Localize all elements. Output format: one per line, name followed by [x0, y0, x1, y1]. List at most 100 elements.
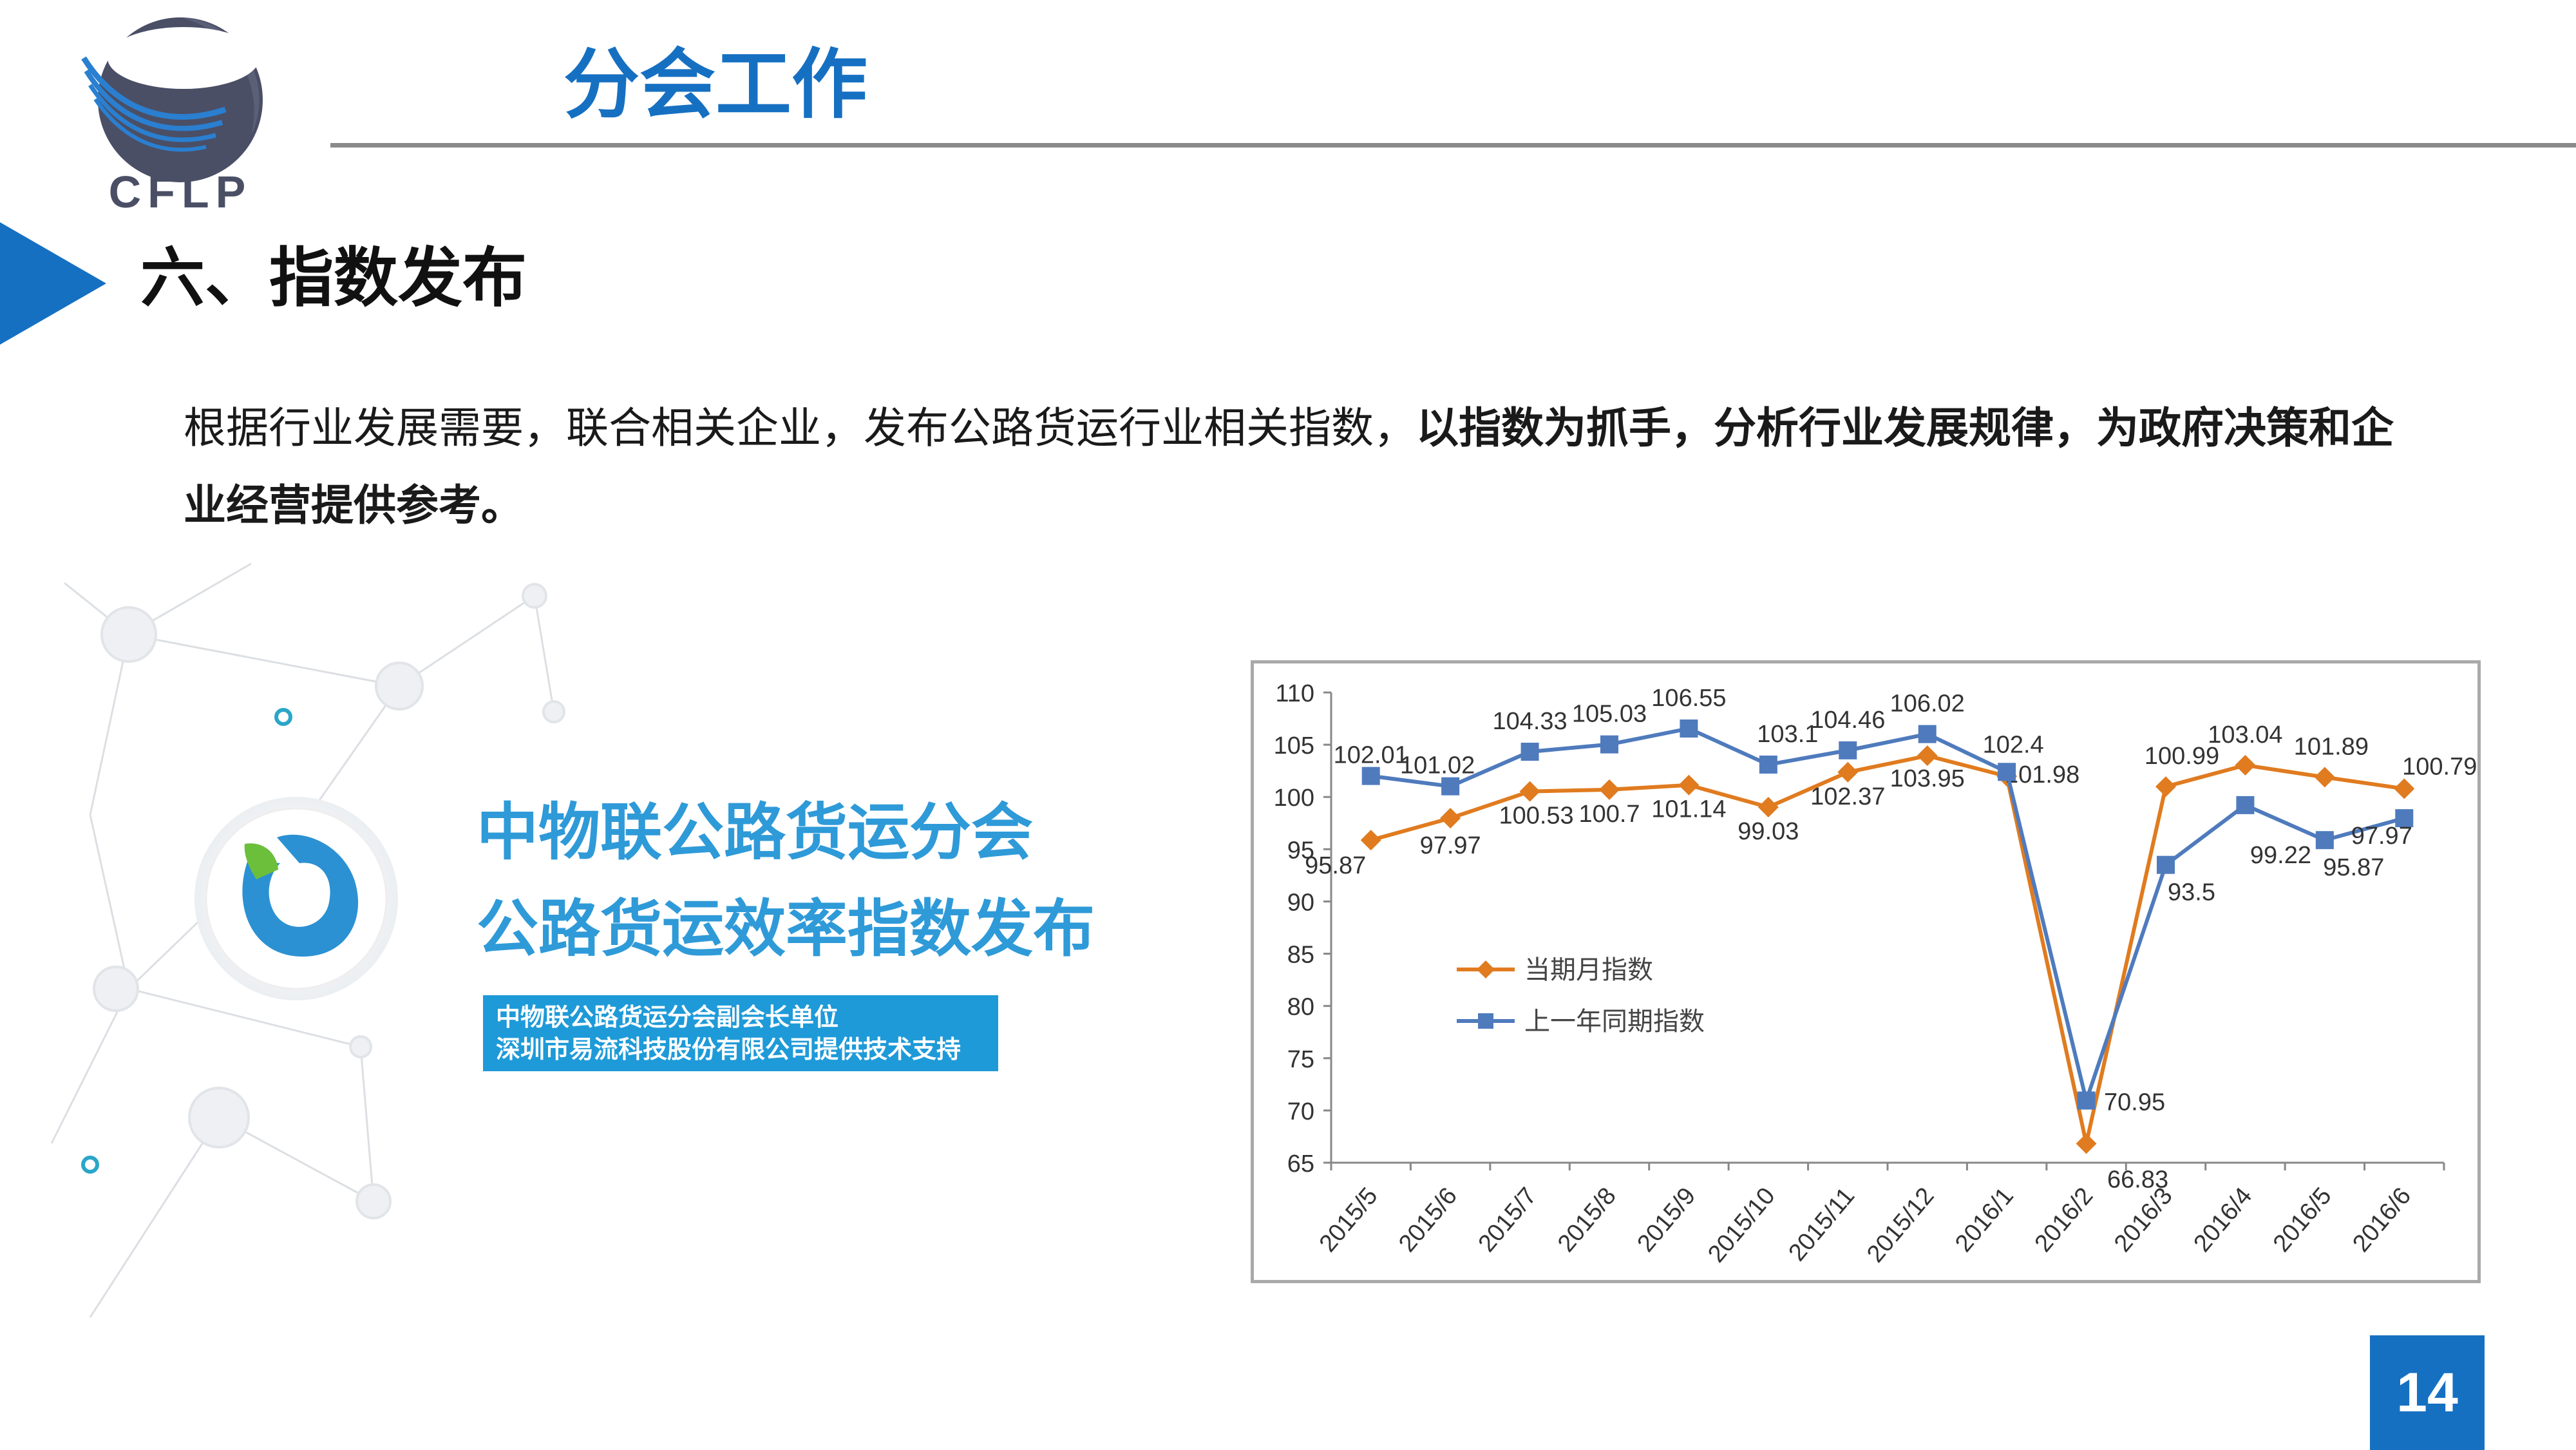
- x-tick-label: 2015/12: [1862, 1183, 1939, 1268]
- data-label: 102.01: [1334, 742, 1408, 769]
- data-label: 104.46: [1810, 707, 1885, 734]
- x-tick-label: 2015/11: [1784, 1183, 1861, 1266]
- legend-label: 上一年同期指数: [1524, 1007, 1705, 1036]
- x-tick-label: 2015/8: [1553, 1183, 1622, 1257]
- data-label: 66.83: [2107, 1166, 2168, 1193]
- data-point-square: [1918, 725, 1937, 743]
- data-label: 93.5: [2168, 879, 2215, 906]
- data-point-square: [1600, 735, 1618, 754]
- legend-marker: [1477, 960, 1495, 978]
- body-text-bold: 以指数为抓手，分析行业发展规律，为政府决策和企业经营提供参考。: [184, 403, 2394, 530]
- data-point-square: [1361, 767, 1380, 785]
- data-point-square: [1680, 719, 1698, 738]
- body-paragraph: 根据行业发展需要，联合相关企业，发布公路货运行业相关指数，以指数为抓手，分析行业…: [184, 390, 2425, 544]
- data-label: 95.87: [2323, 854, 2384, 881]
- x-tick-label: 2015/9: [1632, 1183, 1701, 1257]
- data-point-diamond: [1519, 781, 1540, 802]
- legend-label: 当期月指数: [1524, 955, 1653, 985]
- x-tick-label: 2015/5: [1314, 1183, 1383, 1257]
- data-label: 101.98: [2005, 761, 2079, 788]
- y-tick-label: 110: [1275, 680, 1314, 707]
- data-point-diamond: [1360, 830, 1381, 851]
- data-point-diamond: [1757, 796, 1779, 817]
- y-tick-label: 65: [1287, 1150, 1314, 1178]
- data-point-square: [2157, 855, 2175, 874]
- data-point-square: [1441, 777, 1460, 796]
- data-label: 101.02: [1400, 752, 1475, 779]
- cflp-logo: [81, 17, 263, 182]
- data-point-diamond: [1599, 779, 1620, 800]
- accent-node: [274, 708, 292, 726]
- data-point-diamond: [2235, 754, 2256, 776]
- network-nodes: [93, 583, 565, 1219]
- promo-note-box: [483, 995, 998, 1071]
- legend-marker: [1478, 1013, 1493, 1029]
- data-label: 104.33: [1492, 708, 1567, 735]
- promo-note-2: 深圳市易流科技股份有限公司提供技术支持: [496, 1035, 961, 1064]
- data-label: 105.03: [1572, 701, 1647, 728]
- data-label: 100.99: [2145, 743, 2219, 770]
- data-point-diamond: [2314, 767, 2335, 788]
- y-tick-label: 105: [1274, 732, 1314, 759]
- x-tick-label: 2015/10: [1703, 1183, 1780, 1268]
- data-point-square: [2395, 809, 2414, 828]
- x-tick-label: 2016/2: [2030, 1183, 2099, 1257]
- y-tick-label: 90: [1287, 889, 1314, 916]
- data-point-square: [1520, 742, 1539, 761]
- data-label: 100.7: [1578, 801, 1640, 828]
- data-point-square: [2315, 831, 2334, 850]
- data-label: 102.4: [1983, 731, 2044, 758]
- x-tick-label: 2016/5: [2268, 1183, 2337, 1257]
- section-arrow-icon: [0, 222, 106, 345]
- data-label: 103.1: [1757, 721, 1818, 748]
- header-divider: [330, 143, 2576, 148]
- y-tick-label: 70: [1287, 1098, 1314, 1125]
- data-label: 103.04: [2208, 721, 2282, 749]
- accent-node: [81, 1156, 99, 1174]
- data-label: 70.95: [2104, 1089, 2165, 1116]
- data-label: 101.14: [1651, 796, 1726, 823]
- data-label: 106.55: [1651, 685, 1726, 712]
- data-point-diamond: [1917, 745, 1938, 767]
- data-point-diamond: [2155, 776, 2176, 797]
- y-tick-label: 95: [1287, 837, 1314, 864]
- y-tick-label: 100: [1274, 785, 1314, 812]
- data-label: 106.02: [1890, 691, 1965, 718]
- data-point-square: [1998, 763, 2016, 781]
- section-title: 六、指数发布: [140, 240, 527, 316]
- body-text-normal: 根据行业发展需要，联合相关企业，发布公路货运行业相关指数，: [184, 403, 1416, 453]
- y-tick-label: 85: [1287, 942, 1314, 969]
- data-point-diamond: [2394, 778, 2415, 799]
- data-point-diamond: [1440, 808, 1461, 829]
- x-tick-label: 2016/4: [2188, 1183, 2257, 1257]
- data-point-square: [2236, 796, 2255, 814]
- data-label: 97.97: [2351, 823, 2412, 850]
- data-label: 100.53: [1499, 803, 1573, 830]
- data-point-diamond: [1837, 761, 1859, 783]
- promo-line-1: 中物联公路货运分会: [477, 796, 1033, 868]
- index-chart: 65 70 75 80 85 90 95 100 105 110 2015/5 2015/6 2015/…: [1251, 660, 2481, 1283]
- x-tick-label: 2016/3: [2109, 1183, 2178, 1257]
- promo-note-1: 中物联公路货运分会副会长单位: [496, 1003, 838, 1031]
- data-label: 102.37: [1810, 783, 1885, 810]
- y-tick-label: 80: [1287, 994, 1314, 1021]
- series-line-2: [1370, 726, 2405, 1108]
- x-tick-label: 2015/6: [1394, 1183, 1463, 1257]
- series-line-1: [1370, 754, 2405, 1144]
- data-point-square: [1839, 741, 1857, 759]
- promo-image: 中物联公路货运分会 公路货运效率指数发布 中物联公路货运分会副会长单位 深圳市易…: [50, 562, 1095, 1318]
- x-tick-label: 2016/1: [1950, 1183, 2019, 1257]
- logo-text: CFLP: [108, 167, 252, 217]
- data-point-square: [2077, 1091, 2096, 1110]
- data-label: 103.95: [1890, 765, 1965, 792]
- data-point-diamond: [1678, 774, 1700, 796]
- y-tick-label: 75: [1287, 1046, 1314, 1073]
- page-title: 分会工作: [564, 40, 868, 129]
- data-point-square: [1759, 755, 1777, 774]
- data-point-diamond: [2076, 1133, 2097, 1154]
- data-label: 95.87: [1305, 852, 1366, 879]
- data-label: 100.79: [2402, 753, 2477, 780]
- data-label: 97.97: [1420, 832, 1481, 859]
- x-tick-label: 2015/7: [1473, 1183, 1542, 1257]
